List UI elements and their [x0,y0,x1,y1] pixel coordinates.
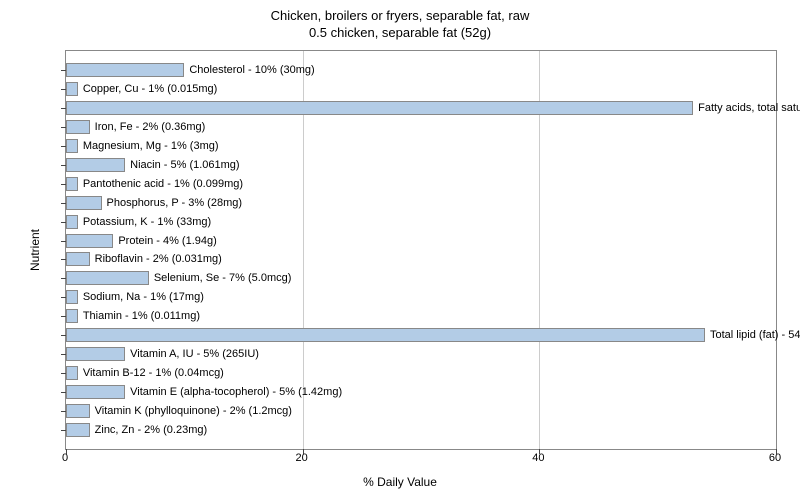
bar-row: Selenium, Se - 7% (5.0mcg) [66,268,291,288]
bar-label: Thiamin - 1% (0.011mg) [83,310,200,322]
bar-label: Vitamin K (phylloquinone) - 2% (1.2mcg) [95,405,292,417]
bar-label: Zinc, Zn - 2% (0.23mg) [95,424,207,436]
nutrient-bar [66,196,102,210]
nutrient-bar [66,366,78,380]
nutrient-bar [66,158,125,172]
bar-row: Phosphorus, P - 3% (28mg) [66,193,242,213]
bar-label: Cholesterol - 10% (30mg) [189,64,314,76]
bar-row: Riboflavin - 2% (0.031mg) [66,249,222,269]
plot-area: Cholesterol - 10% (30mg) Copper, Cu - 1% … [65,50,777,450]
nutrient-bar [66,385,125,399]
bar-row: Copper, Cu - 1% (0.015mg) [66,79,217,99]
nutrient-bar [66,271,149,285]
bar-row: Magnesium, Mg - 1% (3mg) [66,136,219,156]
nutrient-bar [66,120,90,134]
bar-row: Cholesterol - 10% (30mg) [66,60,315,80]
bar-row: Fatty acids, total saturated - 53% (10.5… [66,98,800,118]
bar-label: Pantothenic acid - 1% (0.099mg) [83,178,243,190]
bar-row: Potassium, K - 1% (33mg) [66,212,211,232]
bar-row: Vitamin E (alpha-tocopherol) - 5% (1.42m… [66,382,342,402]
chart-title-line1: Chicken, broilers or fryers, separable f… [0,8,800,25]
bar-row: Protein - 4% (1.94g) [66,231,217,251]
bar-row: Iron, Fe - 2% (0.36mg) [66,117,205,137]
bar-label: Magnesium, Mg - 1% (3mg) [83,140,219,152]
bar-row: Vitamin B-12 - 1% (0.04mcg) [66,363,224,383]
nutrient-chart: Chicken, broilers or fryers, separable f… [0,0,800,500]
nutrient-bar [66,404,90,418]
nutrient-bar [66,290,78,304]
x-axis-title: % Daily Value [0,475,800,489]
nutrient-bar [66,328,705,342]
chart-title-line2: 0.5 chicken, separable fat (52g) [0,25,800,42]
bar-label: Niacin - 5% (1.061mg) [130,159,239,171]
bar-label: Total lipid (fat) - 54% (35.33g) [710,329,800,341]
bar-label: Copper, Cu - 1% (0.015mg) [83,83,218,95]
bar-label: Riboflavin - 2% (0.031mg) [95,253,222,265]
nutrient-bar [66,423,90,437]
bar-label: Vitamin A, IU - 5% (265IU) [130,348,259,360]
bar-row: Vitamin A, IU - 5% (265IU) [66,344,259,364]
bar-label: Sodium, Na - 1% (17mg) [83,291,204,303]
x-tick-label: 60 [769,452,781,464]
bar-row: Thiamin - 1% (0.011mg) [66,306,200,326]
bar-label: Phosphorus, P - 3% (28mg) [107,197,243,209]
nutrient-bar [66,139,78,153]
nutrient-bar [66,252,90,266]
bar-label: Iron, Fe - 2% (0.36mg) [95,121,206,133]
bar-label: Potassium, K - 1% (33mg) [83,216,211,228]
y-axis-title: Nutrient [28,229,42,271]
nutrient-bar [66,177,78,191]
chart-title-area: Chicken, broilers or fryers, separable f… [0,0,800,42]
x-tick-label: 0 [62,452,68,464]
nutrient-bar [66,309,78,323]
bar-label: Selenium, Se - 7% (5.0mcg) [154,272,292,284]
bar-row: Niacin - 5% (1.061mg) [66,155,240,175]
bar-row: Pantothenic acid - 1% (0.099mg) [66,174,243,194]
nutrient-bar [66,101,693,115]
bar-row: Vitamin K (phylloquinone) - 2% (1.2mcg) [66,401,292,421]
bar-row: Total lipid (fat) - 54% (35.33g) [66,325,800,345]
bar-label: Vitamin B-12 - 1% (0.04mcg) [83,367,224,379]
x-tick-label: 20 [296,452,308,464]
bar-row: Zinc, Zn - 2% (0.23mg) [66,420,207,440]
nutrient-bar [66,347,125,361]
x-tick-label: 40 [532,452,544,464]
nutrient-bar [66,82,78,96]
bar-label: Fatty acids, total saturated - 53% (10.5… [698,102,800,114]
bar-label: Vitamin E (alpha-tocopherol) - 5% (1.42m… [130,386,342,398]
nutrient-bar [66,63,184,77]
bar-row: Sodium, Na - 1% (17mg) [66,287,204,307]
nutrient-bar [66,234,113,248]
bar-label: Protein - 4% (1.94g) [118,235,216,247]
nutrient-bar [66,215,78,229]
